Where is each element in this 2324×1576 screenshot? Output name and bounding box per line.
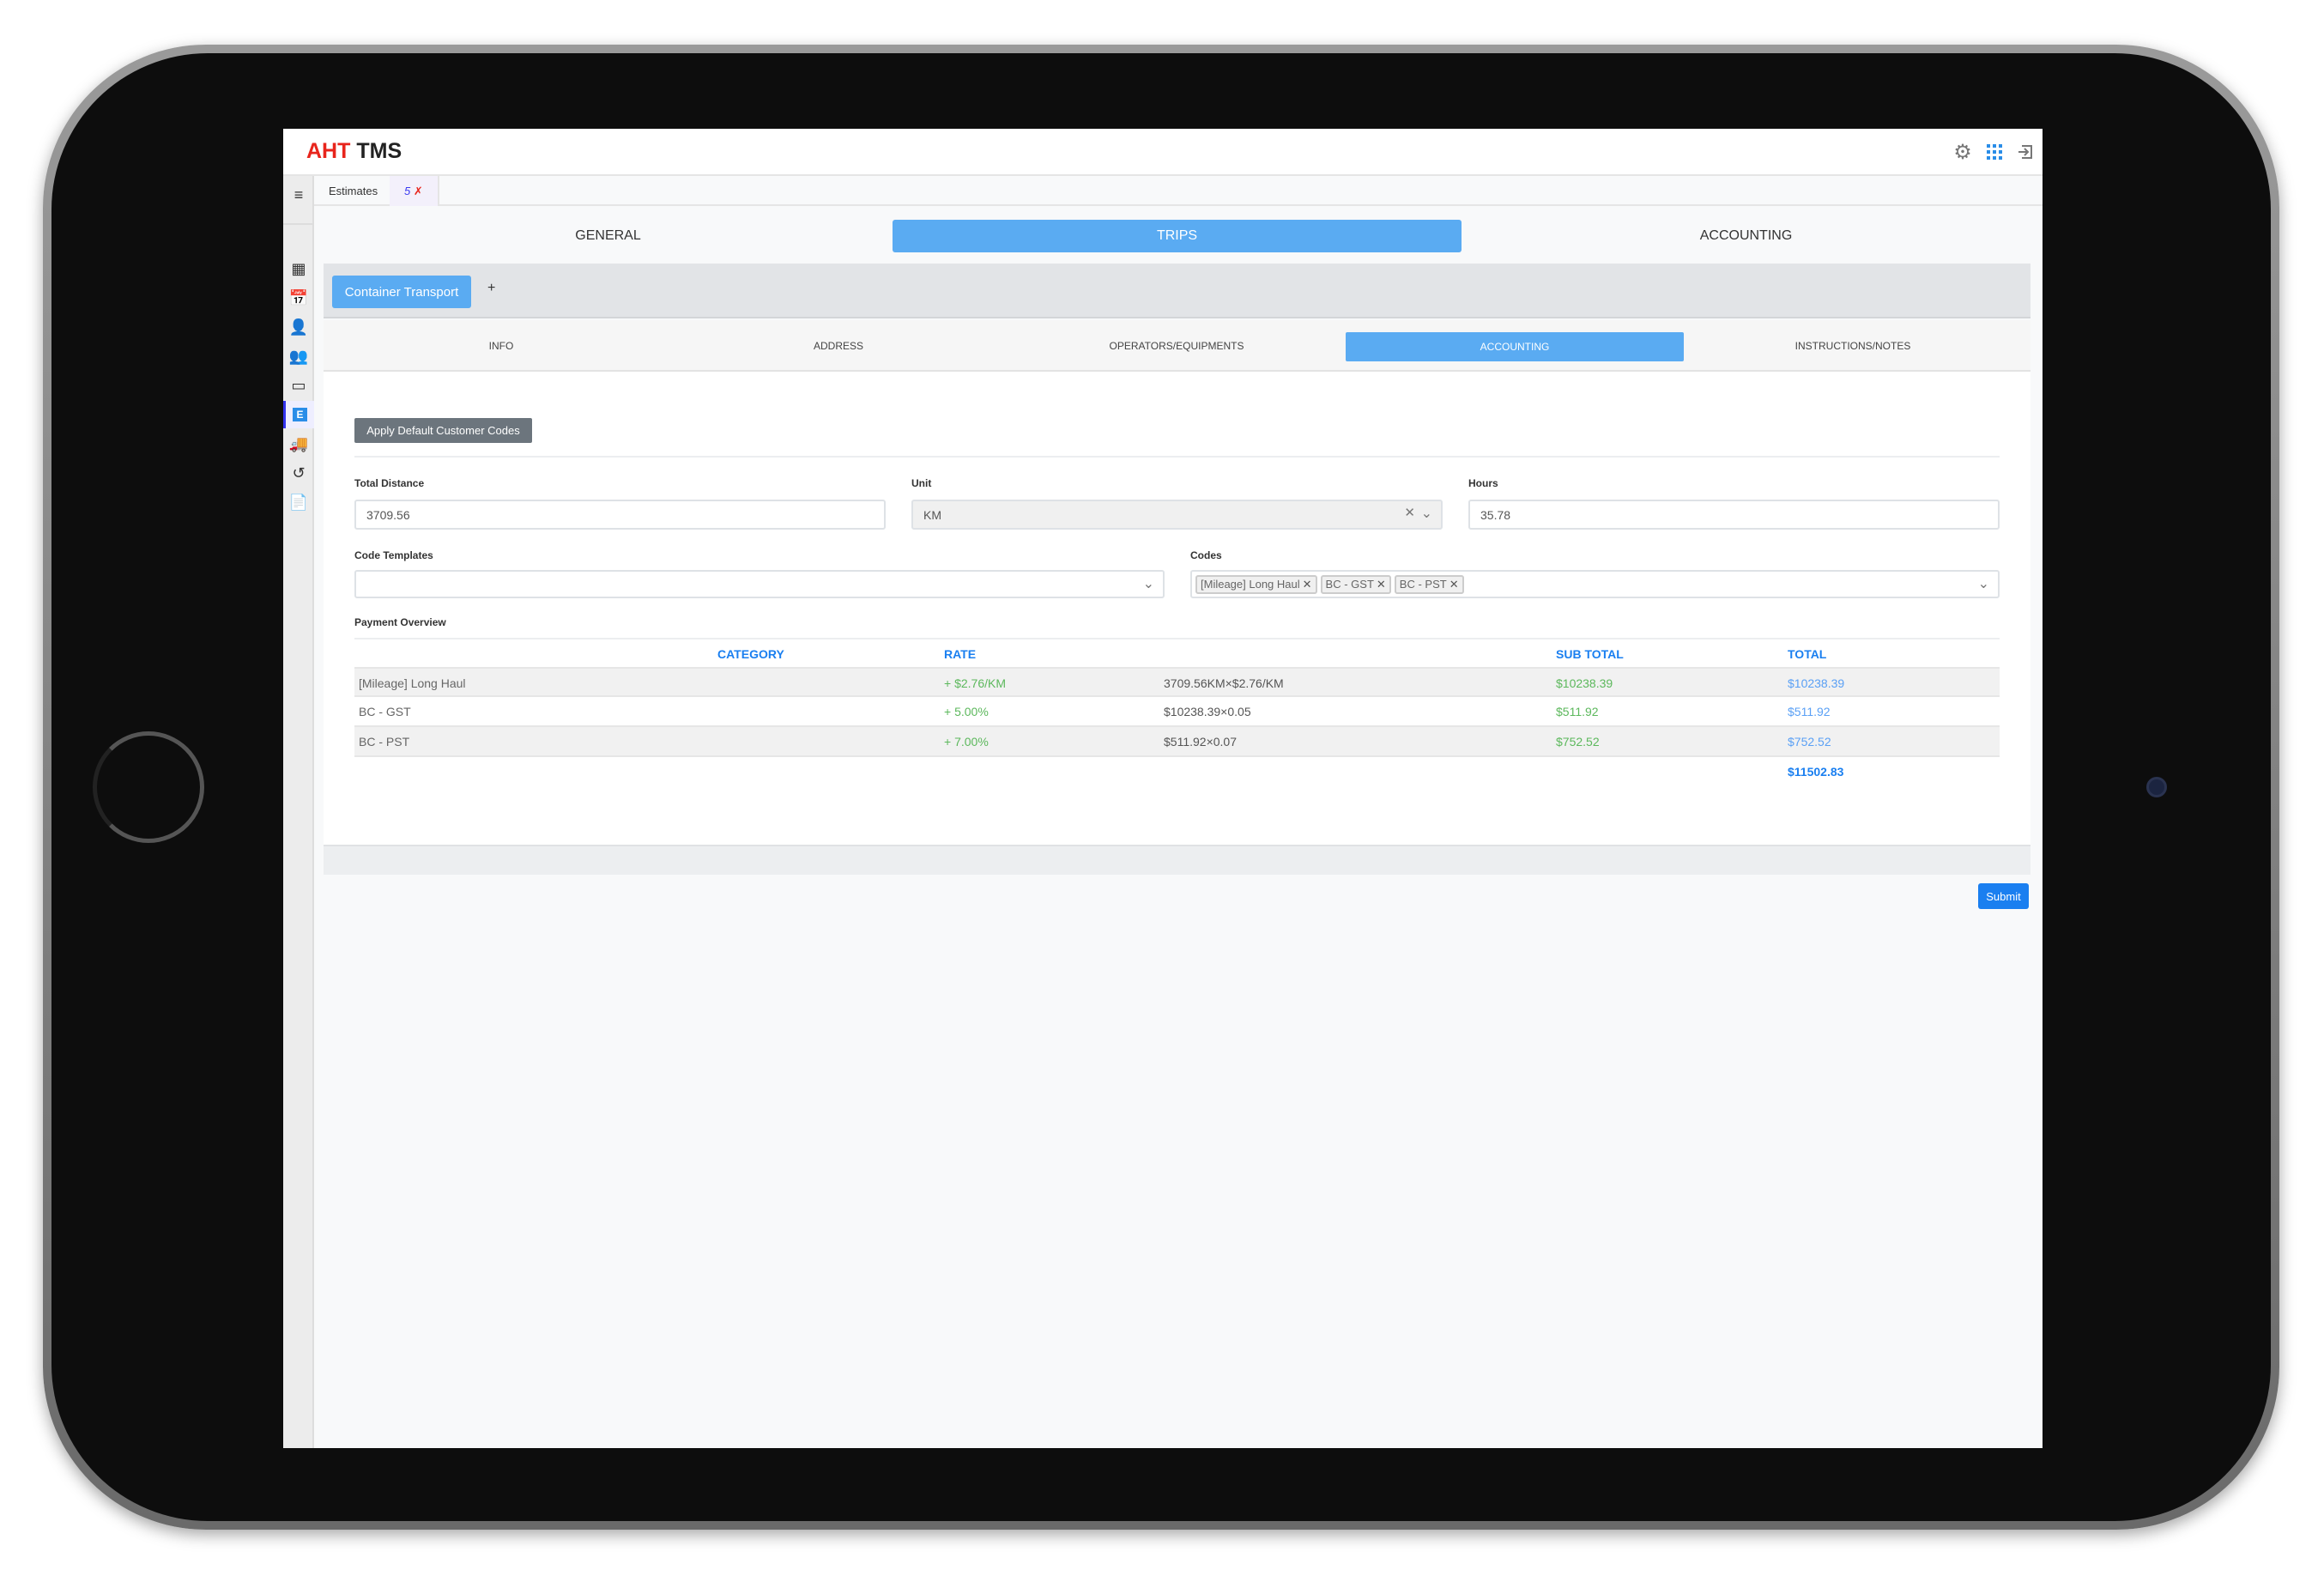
close-icon[interactable]: ✗: [413, 184, 423, 197]
hours-input[interactable]: 35.78: [1468, 500, 2000, 530]
remove-icon[interactable]: ✕: [1449, 577, 1459, 591]
total-distance-label: Total Distance: [354, 477, 425, 489]
calendar-icon[interactable]: 📅: [288, 288, 309, 306]
code-templates-select[interactable]: ⌄: [354, 570, 1165, 598]
app-header: AHT TMS ⚙: [283, 129, 2043, 176]
header-category: CATEGORY: [717, 647, 784, 661]
trip-container-transport[interactable]: Container Transport: [332, 276, 471, 308]
panel-footer: [324, 845, 2030, 875]
total-distance-input[interactable]: 3709.56: [354, 500, 886, 530]
header-rate: RATE: [944, 647, 977, 661]
tab-trips[interactable]: TRIPS: [893, 220, 1462, 252]
camera-icon: [2146, 777, 2167, 797]
hours-label: Hours: [1468, 477, 1498, 489]
chevron-down-icon: ⌄: [1142, 577, 1154, 591]
code-templates-label: Code Templates: [354, 549, 433, 561]
tab-general[interactable]: GENERAL: [575, 227, 641, 243]
header-total: TOTAL: [1788, 647, 1827, 661]
sidebar: ≡ ▦ 📅 👤 👥 ▭ E 🚚 ↺ 📄: [283, 176, 314, 1448]
subtab-info[interactable]: INFO: [488, 340, 514, 352]
gear-icon[interactable]: ⚙: [1953, 140, 1972, 164]
divider: [283, 223, 312, 225]
sub-tabs: [324, 320, 2030, 372]
app-screen: AHT TMS ⚙ ≡ ▦ 📅 👤 👥 ▭ E 🚚 ↺ 📄 Estimates …: [283, 129, 2043, 1448]
header-sub-total: SUB TOTAL: [1556, 647, 1624, 661]
estimates-icon[interactable]: E: [283, 401, 314, 428]
table-row: [Mileage] Long Haul + $2.76/KM 3709.56KM…: [354, 667, 2000, 697]
grand-total: $11502.83: [1788, 765, 1844, 779]
trip-bar: [324, 264, 2030, 318]
code-chip: BC - PST ✕: [1394, 574, 1464, 594]
logout-icon[interactable]: [2012, 139, 2038, 165]
table-row: BC - GST + 5.00% $10238.39×0.05 $511.92 …: [354, 697, 2000, 727]
subtab-accounting[interactable]: ACCOUNTING: [1346, 332, 1684, 361]
add-trip-button[interactable]: +: [487, 281, 496, 295]
users-icon[interactable]: 👥: [288, 347, 309, 365]
accounting-panel: [324, 372, 2030, 845]
submit-button[interactable]: Submit: [1978, 883, 2029, 909]
menu-icon[interactable]: ≡: [294, 185, 304, 203]
subtab-instructions-notes[interactable]: INSTRUCTIONS/NOTES: [1794, 340, 1911, 352]
subtab-address[interactable]: ADDRESS: [813, 340, 863, 352]
chevron-down-icon: ⌄: [1977, 577, 1989, 591]
logo[interactable]: AHT TMS: [306, 139, 402, 163]
apps-grid-icon[interactable]: [1982, 139, 2007, 165]
tab-accounting[interactable]: ACCOUNTING: [1699, 227, 1793, 243]
code-chip: BC - GST ✕: [1320, 574, 1391, 594]
divider: [354, 638, 2000, 639]
dashboard-icon[interactable]: ▦: [291, 259, 306, 277]
divider: [354, 456, 2000, 458]
unit-select[interactable]: KM ✕ ⌄: [911, 500, 1443, 530]
document-icon[interactable]: 📄: [288, 493, 309, 511]
remove-icon[interactable]: ✕: [1302, 577, 1312, 591]
truck-icon[interactable]: 🚚: [288, 434, 309, 452]
remove-icon[interactable]: ✕: [1376, 577, 1386, 591]
codes-multiselect[interactable]: [Mileage] Long Haul ✕ BC - GST ✕ BC - PST ✕…: [1190, 570, 2000, 598]
tab-estimate-5[interactable]: 5 ✗: [390, 176, 439, 206]
home-button: [93, 731, 204, 843]
contact-badge-icon[interactable]: 👤: [288, 318, 309, 336]
clear-icon[interactable]: ✕: [1404, 506, 1415, 520]
codes-label: Codes: [1190, 549, 1222, 561]
history-icon[interactable]: ↺: [292, 464, 306, 482]
chevron-down-icon: ⌄: [1420, 506, 1432, 521]
tab-estimates[interactable]: Estimates: [314, 176, 395, 206]
payment-overview-title: Payment Overview: [354, 616, 446, 628]
open-tabs-bar: Estimates 5 ✗: [314, 176, 2043, 206]
devices-icon[interactable]: ▭: [291, 376, 306, 394]
code-chip: [Mileage] Long Haul ✕: [1195, 574, 1317, 594]
unit-label: Unit: [911, 477, 932, 489]
table-row: BC - PST + 7.00% $511.92×0.07 $752.52 $7…: [354, 727, 2000, 757]
apply-default-codes-button[interactable]: Apply Default Customer Codes: [354, 418, 532, 443]
subtab-operators-equipments[interactable]: OPERATORS/EQUIPMENTS: [1109, 340, 1244, 352]
